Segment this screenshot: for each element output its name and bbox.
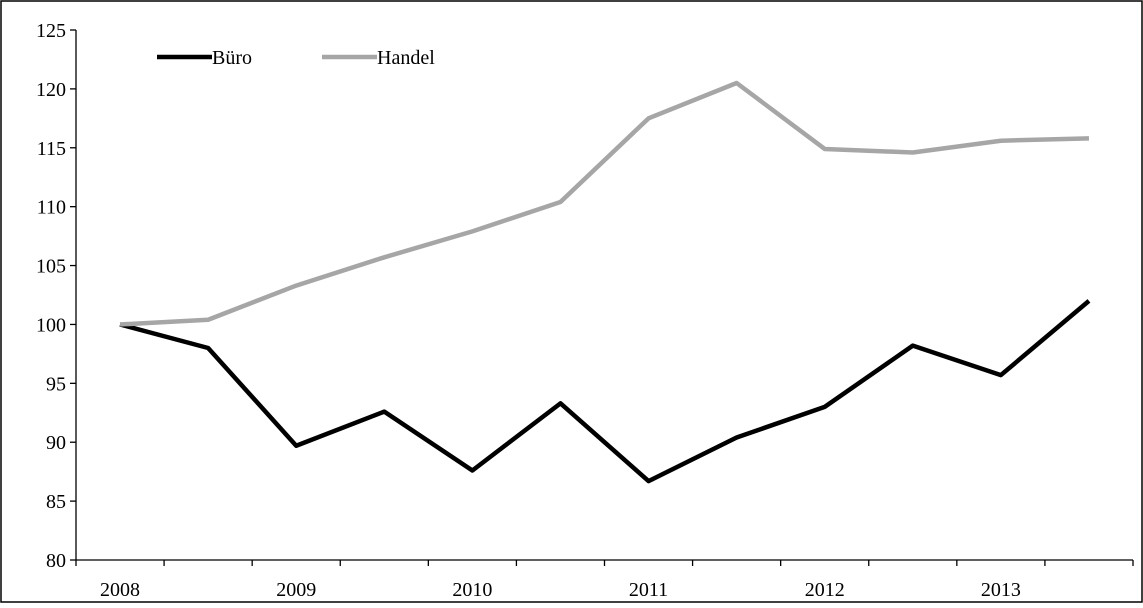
x-tick-label: 2011: [629, 579, 668, 601]
legend-label: Handel: [377, 47, 435, 69]
x-tick-label: 2012: [805, 579, 845, 601]
y-tick-label: 90: [46, 432, 66, 454]
y-tick-label: 85: [46, 491, 66, 513]
y-tick-label: 110: [37, 197, 66, 219]
y-tick-label: 115: [37, 138, 66, 160]
y-tick-label: 95: [46, 373, 66, 395]
y-tick-label: 125: [36, 20, 66, 42]
y-tick-label: 105: [36, 256, 66, 278]
series-layer: [119, 80, 1091, 484]
y-tick-label: 120: [36, 79, 66, 101]
series-line-b-ro: [119, 299, 1091, 484]
x-tick-label: 2013: [981, 579, 1021, 601]
x-tick-label: 2010: [452, 579, 492, 601]
x-tick-label: 2008: [100, 579, 140, 601]
series-line-handel: [119, 80, 1090, 327]
legend-label: Büro: [212, 47, 252, 69]
y-tick-label: 80: [46, 550, 66, 572]
legend: Büro Handel: [157, 47, 435, 69]
axes-layer: 80 85 90 95 100 105 110 115 120 125 2008 2009 2010 20…: [36, 20, 1134, 601]
y-tick-label: 100: [36, 314, 66, 336]
x-tick-label: 2009: [276, 579, 316, 601]
